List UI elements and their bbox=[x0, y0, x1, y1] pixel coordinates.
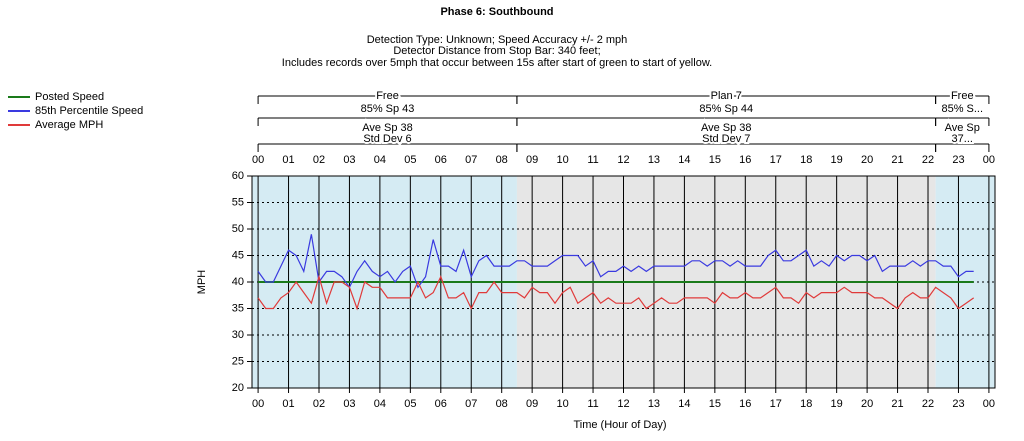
x-tick-label-top: 08 bbox=[496, 154, 508, 166]
x-tick-label-top: 13 bbox=[648, 154, 660, 166]
x-tick-label-top: 00 bbox=[983, 154, 995, 166]
y-tick-label: 25 bbox=[232, 355, 244, 367]
series-line bbox=[257, 234, 974, 289]
x-tick-label: 15 bbox=[709, 398, 721, 410]
x-tick-label-top: 01 bbox=[282, 154, 294, 166]
x-tick-label: 17 bbox=[770, 398, 782, 410]
x-tick-label: 21 bbox=[891, 398, 903, 410]
x-tick-label: 00 bbox=[252, 398, 264, 410]
x-tick-label: 07 bbox=[465, 398, 477, 410]
x-tick-label-top: 15 bbox=[709, 154, 721, 166]
plan-ave: Ave Sp 38 bbox=[701, 122, 752, 134]
y-tick-label: 20 bbox=[232, 382, 244, 394]
x-tick-label-top: 05 bbox=[404, 154, 416, 166]
y-tick-label: 55 bbox=[232, 196, 244, 208]
plan-ave: Ave Sp 38 bbox=[362, 122, 413, 134]
x-tick-label-top: 11 bbox=[587, 154, 598, 166]
x-tick-label-top: 10 bbox=[556, 154, 568, 166]
x-tick-label: 11 bbox=[587, 398, 598, 410]
plot-frame bbox=[251, 175, 996, 389]
plan-ave: Ave Sp bbox=[945, 122, 980, 134]
x-tick-label-top: 16 bbox=[739, 154, 751, 166]
plan-std: Std Dev 7 bbox=[702, 133, 750, 145]
chart-title: Phase 6: Southbound bbox=[440, 6, 553, 18]
x-tick-label: 12 bbox=[617, 398, 629, 410]
x-tick-label-top: 22 bbox=[922, 154, 934, 166]
x-tick-label: 06 bbox=[435, 398, 447, 410]
x-tick-label-top: 02 bbox=[313, 154, 325, 166]
plan-name: Plan 7 bbox=[711, 90, 742, 102]
x-tick-label: 05 bbox=[404, 398, 416, 410]
x-tick-label: 14 bbox=[678, 398, 690, 410]
x-tick-label: 23 bbox=[952, 398, 964, 410]
y-tick-label: 60 bbox=[232, 170, 244, 182]
series-line bbox=[257, 274, 975, 311]
x-tick-label-top: 07 bbox=[465, 154, 477, 166]
y-tick-label: 35 bbox=[232, 302, 244, 314]
x-tick-label: 01 bbox=[282, 398, 294, 410]
plan-p85: 85% Sp 43 bbox=[361, 103, 415, 115]
legend-label: 85th Percentile Speed bbox=[35, 105, 143, 117]
legend-label: Average MPH bbox=[35, 119, 103, 131]
x-tick-label: 09 bbox=[526, 398, 538, 410]
x-tick-label: 04 bbox=[374, 398, 386, 410]
subtitle: Detection Type: Unknown; Speed Accuracy … bbox=[367, 34, 628, 46]
x-tick-label: 13 bbox=[648, 398, 660, 410]
x-tick-label: 22 bbox=[922, 398, 934, 410]
y-axis-label: MPH bbox=[196, 270, 208, 295]
x-tick-label: 10 bbox=[556, 398, 568, 410]
legend-label: Posted Speed bbox=[35, 91, 104, 103]
x-tick-label: 18 bbox=[800, 398, 812, 410]
x-axis-label: Time (Hour of Day) bbox=[573, 419, 666, 431]
y-tick-label: 30 bbox=[232, 329, 244, 341]
plan-name: Free bbox=[376, 90, 399, 102]
x-tick-label-top: 12 bbox=[617, 154, 629, 166]
y-tick-label: 40 bbox=[232, 276, 244, 288]
x-tick-label-top: 23 bbox=[952, 154, 964, 166]
x-tick-label: 16 bbox=[739, 398, 751, 410]
x-tick-label-top: 00 bbox=[252, 154, 264, 166]
plan-std: Std Dev 6 bbox=[363, 133, 411, 145]
x-tick-label-top: 19 bbox=[831, 154, 843, 166]
x-tick-label: 08 bbox=[496, 398, 508, 410]
subtitle: Detector Distance from Stop Bar: 340 fee… bbox=[393, 45, 600, 57]
x-tick-label: 03 bbox=[343, 398, 355, 410]
x-tick-label-top: 09 bbox=[526, 154, 538, 166]
plan-p85: 85% S... bbox=[941, 103, 983, 115]
y-tick-label: 45 bbox=[232, 249, 244, 261]
x-tick-label: 02 bbox=[313, 398, 325, 410]
x-tick-label-top: 17 bbox=[770, 154, 782, 166]
x-tick-label-top: 03 bbox=[343, 154, 355, 166]
plan-name: Free bbox=[951, 90, 974, 102]
y-tick-label: 50 bbox=[232, 223, 244, 235]
plan-std: 37... bbox=[952, 133, 973, 145]
x-tick-label-top: 04 bbox=[374, 154, 386, 166]
plan-p85: 85% Sp 44 bbox=[699, 103, 753, 115]
subtitle: Includes records over 5mph that occur be… bbox=[282, 57, 712, 69]
x-tick-label: 00 bbox=[983, 398, 995, 410]
x-tick-label-top: 20 bbox=[861, 154, 873, 166]
x-tick-label: 19 bbox=[831, 398, 843, 410]
x-tick-label-top: 14 bbox=[678, 154, 690, 166]
x-tick-label-top: 21 bbox=[891, 154, 903, 166]
x-tick-label-top: 18 bbox=[800, 154, 812, 166]
x-tick-label-top: 06 bbox=[435, 154, 447, 166]
x-tick-label: 20 bbox=[861, 398, 873, 410]
